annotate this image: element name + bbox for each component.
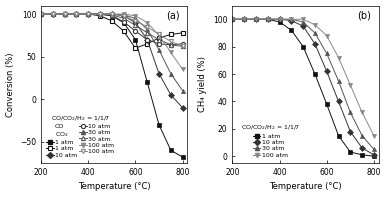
Text: (a): (a) — [166, 10, 180, 20]
Text: (b): (b) — [358, 10, 371, 20]
Y-axis label: CH₄ yield (%): CH₄ yield (%) — [199, 56, 207, 112]
X-axis label: Temperature (°C): Temperature (°C) — [78, 182, 151, 191]
Y-axis label: Conversion (%): Conversion (%) — [5, 52, 15, 117]
X-axis label: Temperature (°C): Temperature (°C) — [269, 182, 342, 191]
Legend: CO, CO$_2$, 1 atm, 1 atm, 10 atm, 10 atm, 30 atm, 30 atm, 100 atm, 100 atm: CO, CO$_2$, 1 atm, 1 atm, 10 atm, 10 atm… — [46, 113, 115, 158]
Legend: 1 atm, 10 atm, 30 atm, 100 atm: 1 atm, 10 atm, 30 atm, 100 atm — [240, 123, 300, 158]
